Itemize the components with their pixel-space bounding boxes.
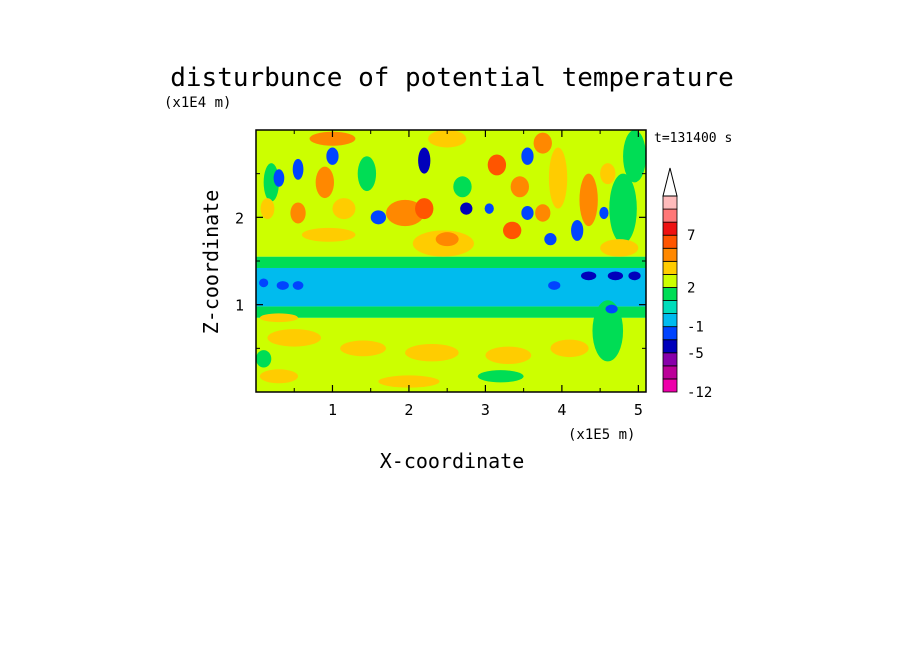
colorbar-label: -1 [687,320,704,336]
contour-cell [276,281,289,290]
colorbar-label: 7 [687,228,695,244]
contour-cell [292,158,304,180]
contour-cell [600,163,616,185]
x-tick-label: 2 [404,401,413,419]
contour-cell [267,329,321,347]
x-tick-label: 3 [481,401,490,419]
colorbar-bin [662,247,678,262]
contour-cell [435,232,459,247]
contour-cell [428,130,467,148]
y-axis-label: Z-coordinate [199,190,223,335]
colorbar-bin [662,313,678,328]
contour-cell [487,154,507,176]
contour-cell [521,205,534,220]
contour-cell [533,132,552,154]
contour-cell [521,147,534,165]
contour-cell [309,131,356,146]
colorbar: -12-5-127 [662,167,712,401]
contour-cell [460,202,473,215]
colorbar-bin [662,208,678,223]
contour-cell [386,199,425,227]
contour-cell [260,198,275,220]
contour-cell [415,198,434,220]
y-tick-label: 1 [235,297,244,315]
contour-cell [332,198,356,220]
contour-cell [548,147,568,209]
colorbar-bin [662,339,678,354]
contour-cell [292,281,304,290]
contour-cell [340,340,387,357]
colorbar-label: -12 [687,385,712,401]
contour-cell [405,343,459,362]
contour-cell [579,173,598,227]
contour-plot-area [256,130,646,392]
contour-cell [599,206,609,220]
contour-cell [315,166,334,199]
contour-cell [510,176,529,198]
x-tick-label: 4 [557,401,566,419]
contour-cell [571,219,584,241]
contour-cell [502,221,522,240]
contour-band-mid-upper-transition [256,256,646,268]
contour-cell [326,147,339,165]
x-axis-unit: (x1E5 m) [568,427,635,443]
colorbar-bin [662,260,678,275]
contour-cell [628,271,641,281]
colorbar-bin [662,378,678,393]
axis-ticks: 1 2 3 4 5 1 2 [235,130,646,419]
contour-cell [623,130,646,183]
contour-cell [581,271,597,281]
colorbar-overflow-triangle [662,167,678,197]
contour-band-mid [256,267,646,307]
contour-cell [607,271,624,281]
contour-cell [256,350,272,368]
contour-cell [609,173,637,244]
contour-cell [290,202,306,224]
contour-cell [477,370,524,383]
contour-cell [259,369,299,384]
contour-cell [592,300,624,362]
colorbar-bin [662,195,678,210]
x-tick-label: 5 [634,401,643,419]
time-label: t=131400 s [654,131,732,146]
colorbar-label: 2 [687,280,695,296]
contour-cell [485,346,532,365]
y-axis-unit: (x1E4 m) [164,95,231,111]
colorbar-bin [662,365,678,380]
chart-title: disturbunce of potential temperature [170,63,734,93]
contour-cell [259,313,299,323]
colorbar-bin [662,273,678,288]
colorbar-bin [662,221,678,236]
colorbar-bin [662,300,678,314]
contour-cell [605,304,618,314]
contour-cell [484,203,494,214]
colorbar-bin [662,326,678,341]
x-axis-label: X-coordinate [380,449,525,473]
contour-cell [378,375,440,388]
contour-cell [453,176,472,198]
colorbar-bin [662,352,678,367]
contour-cell [550,339,589,358]
contour-cell [548,281,561,290]
colorbar-label: -5 [687,346,704,362]
contour-cell [370,210,386,225]
contour-cell [301,227,356,242]
y-tick-label: 2 [235,209,244,227]
contour-cell [418,147,431,174]
colorbar-bin [662,287,678,301]
x-tick-label: 1 [328,401,337,419]
contour-cell [273,169,285,187]
contour-cell [259,278,269,288]
contour-cell [544,233,557,246]
contour-cell [535,204,551,222]
contour-cell [600,239,639,257]
colorbar-bin [662,234,678,249]
contour-band-lower-transition [256,306,646,318]
contour-cell [357,156,377,192]
